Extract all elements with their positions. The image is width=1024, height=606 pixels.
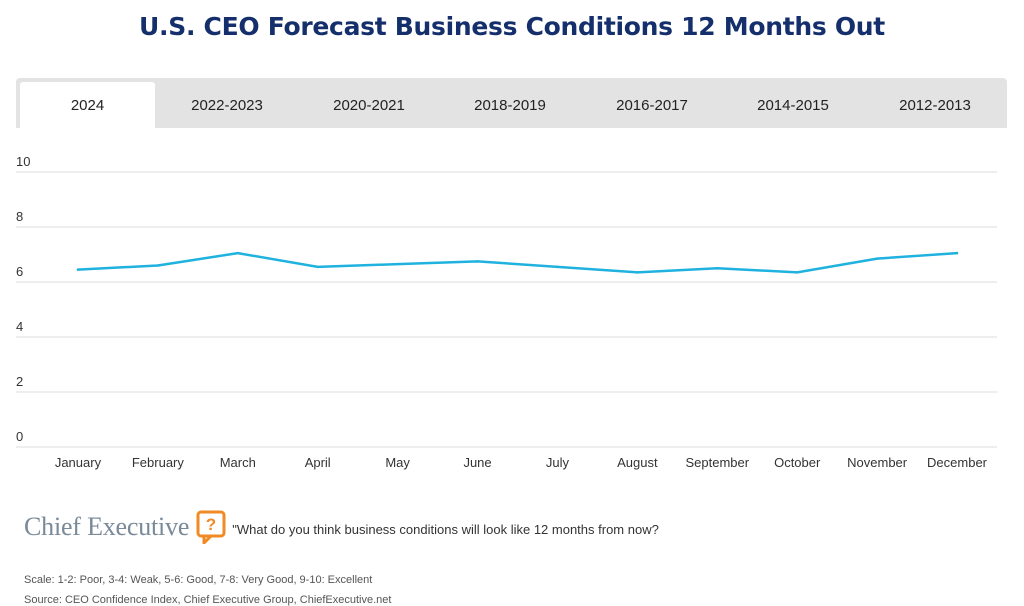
x-tick-label: May [385, 455, 410, 470]
tab-2012-2013[interactable]: 2012-2013 [899, 96, 971, 114]
series-line [76, 251, 959, 274]
data-point[interactable] [556, 265, 559, 269]
x-tick-label: February [132, 455, 185, 470]
data-point[interactable] [716, 267, 719, 270]
tab-2014-2015[interactable]: 2014-2015 [757, 96, 829, 114]
tab-2022-2023[interactable]: 2022-2023 [191, 96, 263, 114]
y-tick-label: 4 [16, 319, 23, 334]
scale-note: Scale: 1-2: Poor, 3-4: Weak, 5-6: Good, … [24, 574, 373, 586]
svg-text:?: ? [206, 515, 216, 534]
x-tick-label: October [774, 455, 821, 470]
tab-2016-2017[interactable]: 2016-2017 [616, 96, 688, 114]
line-chart: 0 2 4 6 8 10 January February March April May June J… [16, 154, 997, 470]
tab-2024[interactable]: 2024 [20, 82, 155, 128]
y-tick-label: 2 [16, 374, 23, 389]
survey-question: "What do you think business conditions w… [232, 521, 659, 537]
x-tick-label: December [927, 455, 988, 470]
x-tick-label: March [220, 455, 256, 470]
y-tick-label: 10 [16, 154, 30, 169]
y-tick-label: 8 [16, 209, 23, 224]
chart-title: U.S. CEO Forecast Business Conditions 12… [139, 12, 885, 41]
data-point[interactable] [76, 268, 80, 271]
y-tick-label: 6 [16, 264, 23, 279]
data-point[interactable] [636, 271, 639, 274]
x-tick-label: November [847, 455, 908, 470]
brand-row: Chief Executive ? "What do you think bus… [24, 510, 659, 544]
data-point[interactable] [796, 271, 799, 274]
chief-executive-logo: Chief Executive [24, 512, 190, 541]
data-point[interactable] [955, 251, 959, 255]
data-point[interactable] [316, 265, 319, 269]
tab-2020-2021[interactable]: 2020-2021 [333, 96, 405, 114]
x-tick-label: July [546, 455, 570, 470]
x-tick-label: January [55, 455, 102, 470]
y-tick-label: 0 [16, 429, 23, 444]
tab-2018-2019[interactable]: 2018-2019 [474, 96, 546, 114]
data-point[interactable] [156, 264, 160, 267]
data-point[interactable] [476, 260, 479, 263]
data-point[interactable] [396, 262, 399, 266]
x-tick-label: April [305, 455, 331, 470]
x-tick-label: September [685, 455, 749, 470]
source-note: Source: CEO Confidence Index, Chief Exec… [24, 594, 392, 606]
year-tab-bar: 2024 2022-2023 2020-2021 2018-2019 2016-… [16, 78, 1007, 128]
x-tick-label: August [617, 455, 658, 470]
question-bubble-icon: ? [196, 510, 226, 544]
data-point[interactable] [236, 251, 239, 255]
data-point[interactable] [875, 257, 879, 260]
x-tick-label: June [463, 455, 491, 470]
